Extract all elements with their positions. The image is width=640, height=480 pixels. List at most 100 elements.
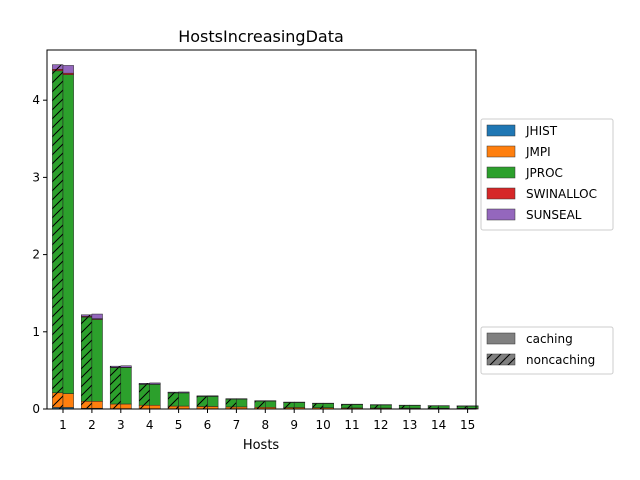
bar-hatch-jhist-host-1 xyxy=(52,407,63,409)
bar-hatch-jproc-host-7 xyxy=(225,399,237,407)
bar-segment-jmpi-caching-host-5 xyxy=(178,405,190,410)
bar-segment-sunseal-caching-host-6 xyxy=(207,395,219,397)
x-axis: 1 2 3 4 5 6 7 8 9 10 11 12 13 14 15 xyxy=(59,409,475,432)
legend-swatch-jhist xyxy=(486,124,516,137)
legend-label-caching: caching xyxy=(526,332,573,346)
legend-swatch-jmpi xyxy=(486,145,516,158)
bar-hatch-sunseal-host-3 xyxy=(110,366,121,368)
x-tick-label: 11 xyxy=(344,418,359,432)
bar-hatch-jmpi-host-8 xyxy=(254,407,266,409)
variant-legend: caching noncaching xyxy=(480,326,614,375)
bar-segment-jproc-caching-host-8 xyxy=(265,400,277,408)
bar-hatch-jmpi-host-4 xyxy=(139,405,150,409)
x-axis-label: Hosts xyxy=(243,438,280,453)
y-axis: 0 1 2 3 4 xyxy=(32,93,47,416)
bar-segment-jproc-caching-host-11 xyxy=(351,404,363,409)
chart-title: HostsIncreasingData xyxy=(178,27,344,46)
bar-segment-jproc-caching-host-6 xyxy=(207,396,219,407)
legend-hatch-noncaching xyxy=(487,354,515,365)
bar-segment-sunseal-caching-host-4 xyxy=(149,382,161,385)
bar-hatch-swinalloc-host-1 xyxy=(52,69,63,71)
x-tick-label: 14 xyxy=(431,418,446,432)
bar-segment-jmpi-caching-host-4 xyxy=(149,404,161,409)
bar-hatch-jmpi-host-5 xyxy=(168,406,179,409)
legend-swatch-swinalloc xyxy=(486,187,516,200)
bar-hatch-jmpi-host-9 xyxy=(283,407,295,409)
legend-swatch-sunseal xyxy=(486,208,516,221)
x-tick-label: 9 xyxy=(290,418,298,432)
legend-swatch-caching xyxy=(486,332,516,345)
bar-segment-jmpi-caching-host-6 xyxy=(207,406,219,410)
bar-hatch-jproc-host-11 xyxy=(341,404,352,408)
bar-segment-jproc-caching-host-15 xyxy=(467,405,479,409)
legend-label-jmpi: JMPI xyxy=(525,145,551,159)
y-tick-label: 1 xyxy=(32,325,40,339)
bar-segment-jproc-caching-host-10 xyxy=(322,403,334,408)
bar-hatch-jmpi-host-12 xyxy=(370,407,381,409)
bar-hatch-jproc-host-2 xyxy=(81,317,92,402)
bar-segment-jproc-caching-host-4 xyxy=(149,384,161,406)
bar-segment-jproc-caching-host-1 xyxy=(62,74,74,394)
x-tick-label: 15 xyxy=(460,418,475,432)
bar-hatch-jproc-host-5 xyxy=(168,392,179,407)
bar-hatch-swinalloc-host-2 xyxy=(81,316,92,318)
legend-label-swinalloc: SWINALLOC xyxy=(526,187,597,201)
bar-segment-jproc-caching-host-7 xyxy=(236,398,248,408)
bar-hatch-sunseal-host-2 xyxy=(81,314,92,317)
y-tick-label: 0 xyxy=(32,402,40,416)
bar-segment-sunseal-caching-host-1 xyxy=(62,65,74,74)
y-tick-label: 4 xyxy=(32,93,40,107)
bars-layer xyxy=(52,64,479,410)
legend-label-jproc: JPROC xyxy=(525,166,563,180)
bar-segment-sunseal-caching-host-2 xyxy=(91,313,103,319)
x-tick-label: 10 xyxy=(315,418,330,432)
x-tick-label: 12 xyxy=(373,418,388,432)
bar-segment-sunseal-caching-host-5 xyxy=(178,391,190,393)
bar-hatch-jproc-host-15 xyxy=(457,406,468,409)
bar-segment-jmpi-caching-host-3 xyxy=(120,403,132,409)
x-tick-label: 3 xyxy=(117,418,125,432)
x-tick-label: 1 xyxy=(59,418,67,432)
bar-segment-jproc-caching-host-9 xyxy=(293,402,306,408)
bar-segment-jproc-caching-host-3 xyxy=(120,367,132,405)
bar-hatch-jmpi-host-2 xyxy=(81,401,92,409)
bar-hatch-jproc-host-8 xyxy=(254,401,266,408)
bar-hatch-jmpi-host-1 xyxy=(52,392,63,408)
legend-label-noncaching: noncaching xyxy=(526,353,595,367)
bar-segment-jmpi-caching-host-2 xyxy=(91,401,103,409)
bar-segment-jmpi-caching-host-1 xyxy=(62,393,74,408)
legend-label-sunseal: SUNSEAL xyxy=(526,208,582,222)
bar-hatch-jmpi-host-3 xyxy=(110,403,121,409)
bar-segment-sunseal-caching-host-3 xyxy=(120,365,132,368)
bar-hatch-jproc-host-14 xyxy=(428,405,439,409)
x-tick-label: 5 xyxy=(175,418,183,432)
bar-hatch-jproc-host-9 xyxy=(283,402,295,408)
bar-hatch-jproc-host-3 xyxy=(110,367,121,404)
x-tick-label: 7 xyxy=(233,418,241,432)
bar-hatch-sunseal-host-5 xyxy=(168,392,179,393)
bar-hatch-jproc-host-13 xyxy=(399,405,410,409)
bar-hatch-jproc-host-4 xyxy=(139,384,150,406)
x-tick-label: 8 xyxy=(261,418,269,432)
bar-hatch-jmpi-host-11 xyxy=(341,407,352,409)
bar-hatch-sunseal-host-4 xyxy=(139,383,150,385)
legend-label-jhist: JHIST xyxy=(525,124,558,138)
bar-segment-jproc-caching-host-12 xyxy=(380,404,392,409)
bar-hatch-jproc-host-6 xyxy=(196,396,208,407)
bar-hatch-jmpi-host-13 xyxy=(399,408,410,409)
plot-frame xyxy=(46,49,477,410)
x-tick-label: 6 xyxy=(204,418,212,432)
bar-hatch-sunseal-host-1 xyxy=(52,64,63,70)
x-tick-label: 2 xyxy=(88,418,96,432)
bar-segment-jproc-caching-host-13 xyxy=(409,405,421,409)
bar-hatch-jmpi-host-6 xyxy=(196,406,208,409)
bar-hatch-jproc-host-1 xyxy=(52,70,63,393)
y-tick-label: 2 xyxy=(32,248,40,262)
series-legend: JHIST JMPI JPROC SWINALLOC SUNSEAL xyxy=(480,118,614,231)
legend-swatch-jproc xyxy=(486,166,516,179)
bar-hatch-jmpi-host-10 xyxy=(312,407,324,409)
bar-segment-jproc-caching-host-5 xyxy=(178,392,190,407)
bar-hatch-jproc-host-12 xyxy=(370,404,381,408)
x-tick-label: 13 xyxy=(402,418,417,432)
